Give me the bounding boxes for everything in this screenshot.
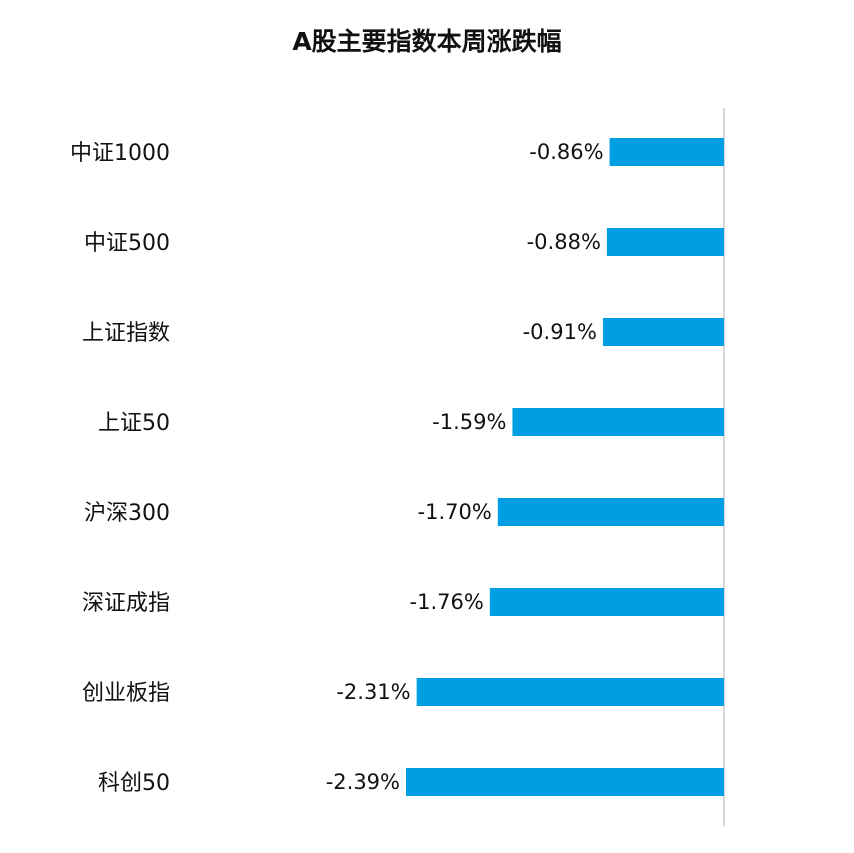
bar <box>416 678 724 706</box>
value-label: -1.59% <box>432 410 506 434</box>
category-label: 上证指数 <box>82 321 170 346</box>
bar <box>602 318 724 346</box>
bar <box>609 138 724 166</box>
value-label: -0.91% <box>523 320 597 344</box>
category-label: 创业板指 <box>82 681 170 706</box>
bar <box>489 588 724 616</box>
value-label: -0.88% <box>527 230 601 254</box>
value-label: -1.70% <box>418 500 492 524</box>
category-label: 科创50 <box>98 771 170 796</box>
category-label: 上证50 <box>98 411 170 436</box>
bar <box>406 768 724 796</box>
value-label: -2.31% <box>336 680 410 704</box>
chart-title: A股主要指数本周涨跌幅 <box>292 27 562 56</box>
value-label: -2.39% <box>326 770 400 794</box>
category-label: 中证1000 <box>70 141 170 166</box>
bar <box>606 228 724 256</box>
value-label: -1.76% <box>410 590 484 614</box>
bar <box>512 408 724 436</box>
category-label: 沪深300 <box>84 501 170 526</box>
bar <box>497 498 724 526</box>
category-label: 深证成指 <box>82 591 170 616</box>
category-label: 中证500 <box>84 231 170 256</box>
value-label: -0.86% <box>529 140 603 164</box>
